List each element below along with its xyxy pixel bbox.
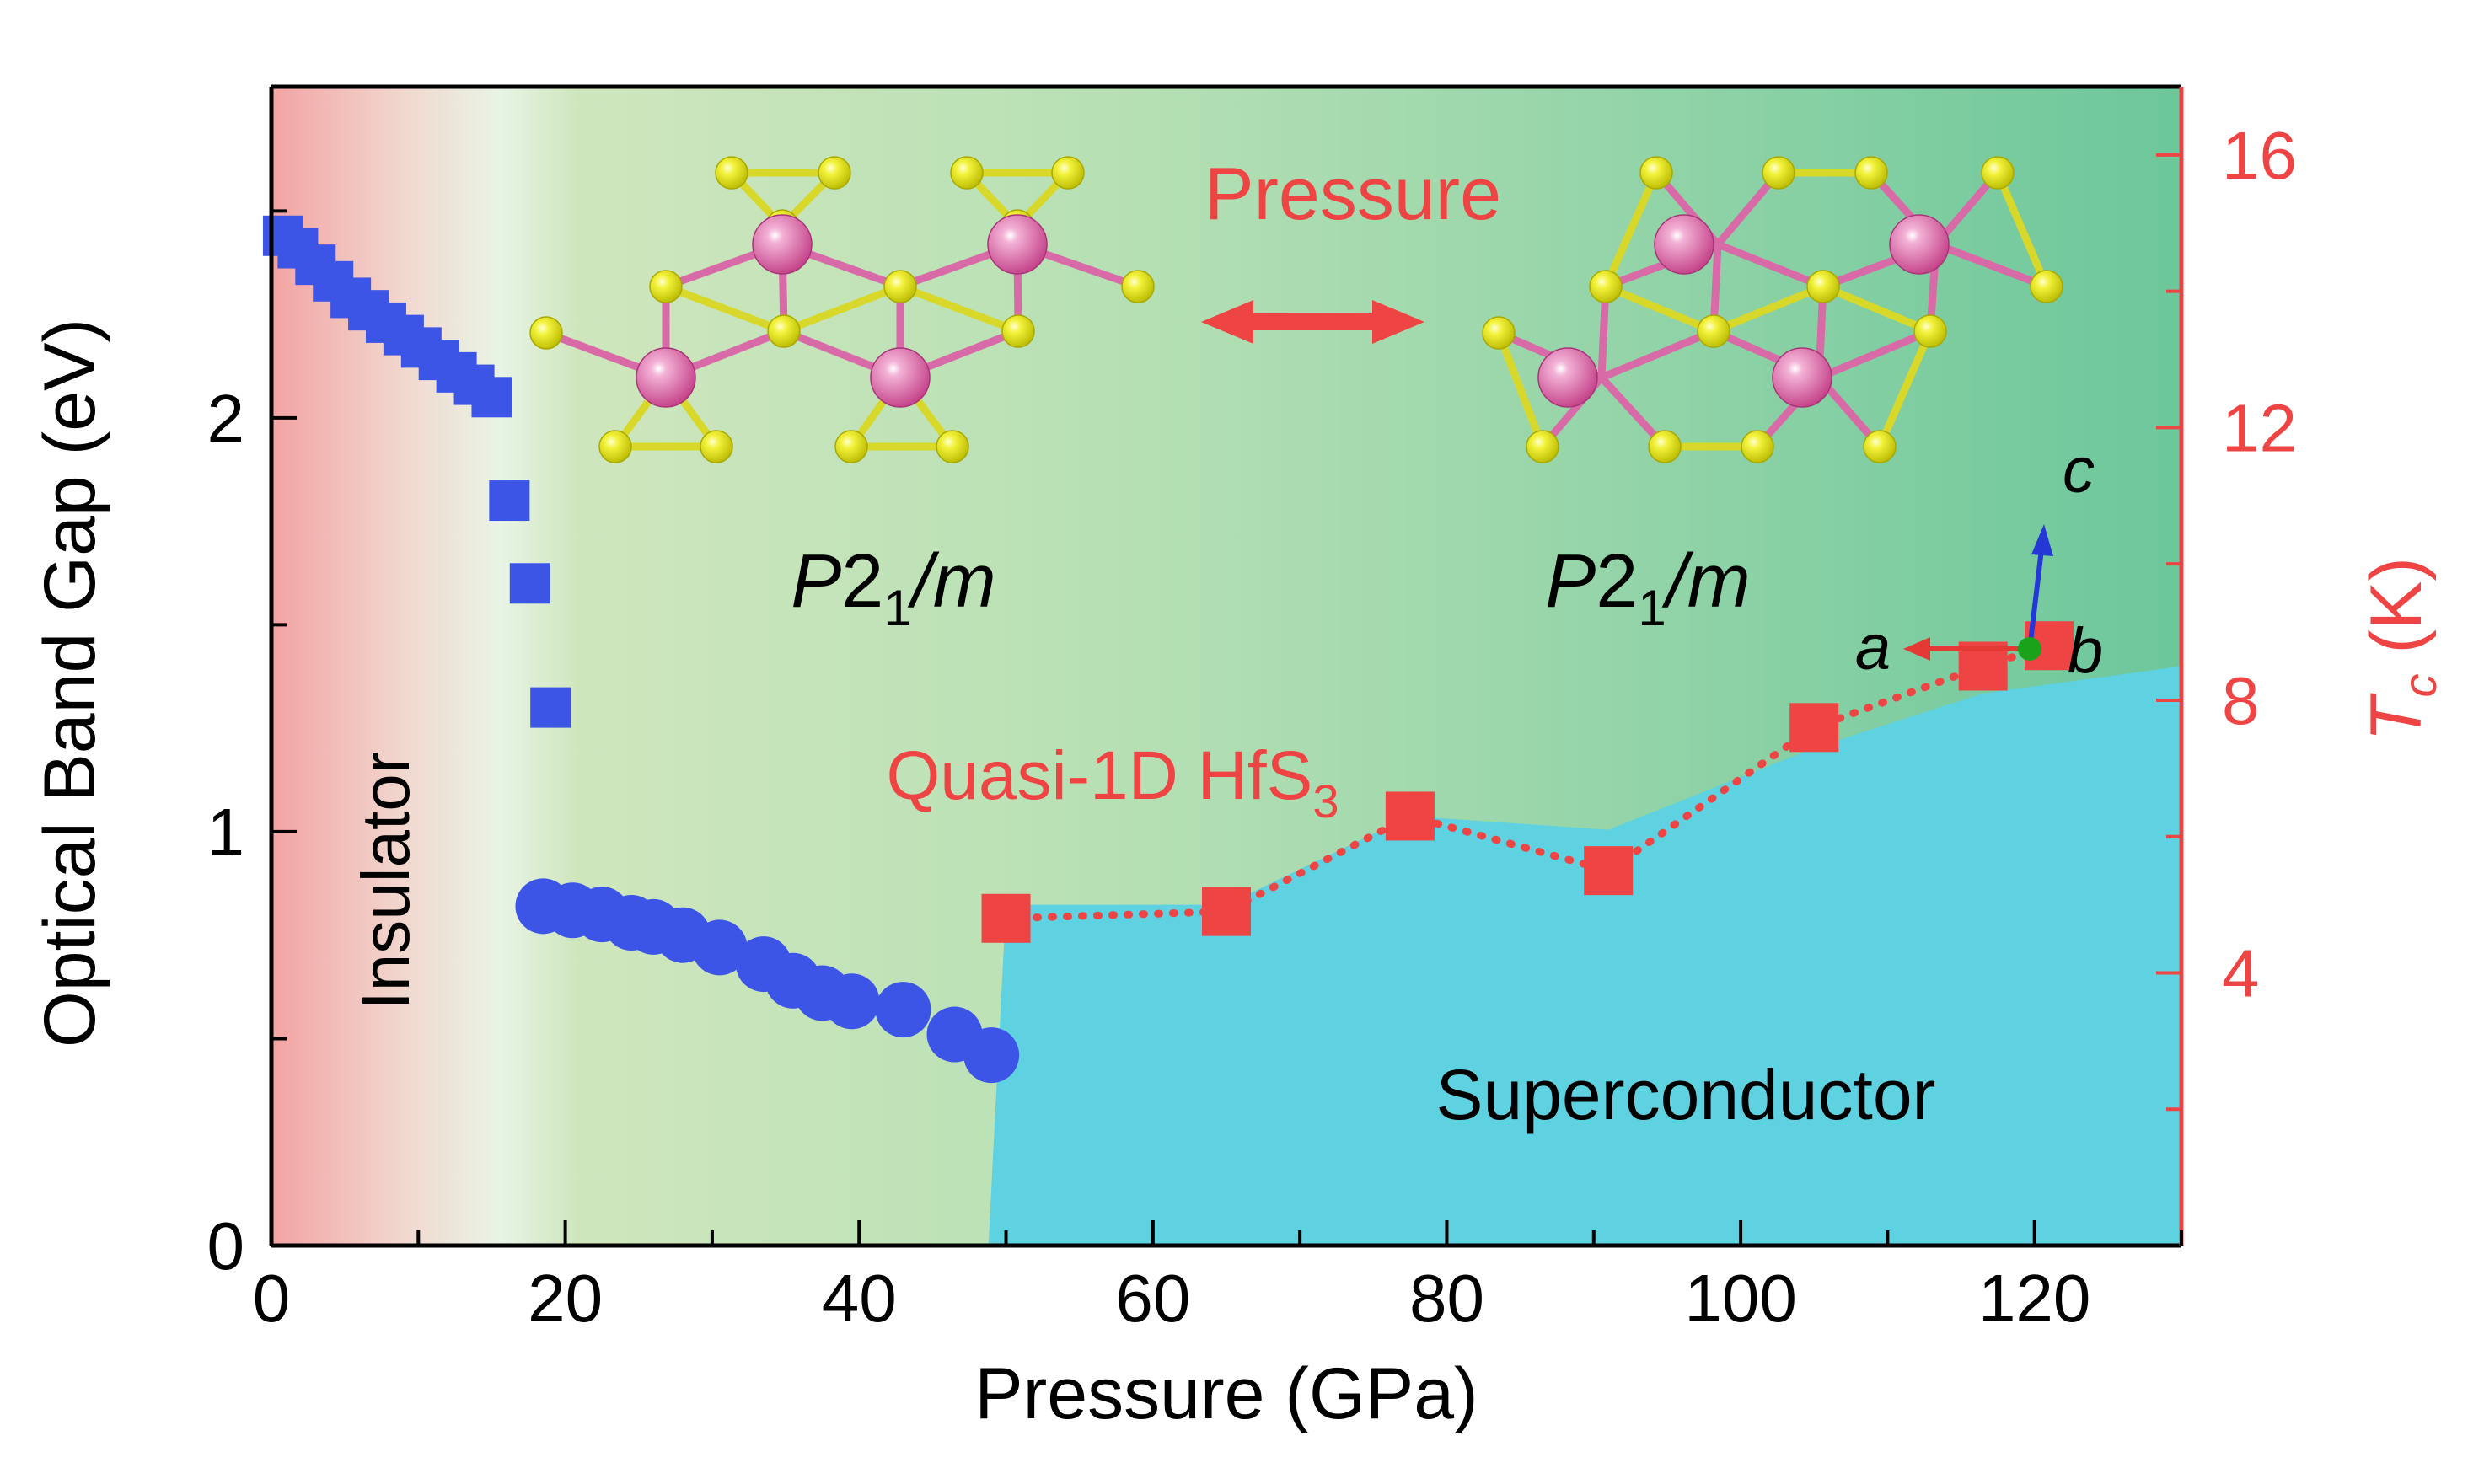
tc-square-point	[1202, 887, 1251, 936]
band-gap-circle-point	[963, 1027, 1020, 1084]
tc-square-point	[981, 893, 1031, 943]
y2-tick-label: 16	[2222, 118, 2297, 193]
band-gap-square-point	[530, 687, 571, 728]
pressure-annotation: Pressure	[1204, 152, 1501, 235]
band-gap-circle-point	[824, 973, 880, 1030]
band-gap-square-point	[471, 377, 512, 418]
y2-tick-label: 12	[2222, 390, 2297, 465]
material-label: Quasi-1D HfS3	[887, 737, 1339, 828]
x-tick-label: 0	[253, 1261, 291, 1336]
x-tick-label: 100	[1684, 1261, 1796, 1336]
y-tick-label: 0	[207, 1208, 245, 1283]
band-gap-square-point	[509, 563, 550, 604]
band-gap-circle-point	[691, 919, 748, 976]
x-tick-label: 60	[1115, 1261, 1190, 1336]
x-tick-label: 20	[528, 1261, 603, 1336]
lattice-axes-indicator: a b c	[1855, 435, 2103, 687]
y2-axis-label: Tc (K)	[2356, 557, 2446, 742]
space-group-left-label: P21/m	[791, 539, 995, 636]
y2-tick-label: 8	[2222, 663, 2260, 738]
tc-square-point	[1789, 703, 1839, 753]
y-axis-label: Optical Band Gap (eV)	[30, 319, 110, 1047]
space-group-right-label: P21/m	[1545, 539, 1750, 636]
y2-tick-label: 4	[2222, 935, 2260, 1010]
x-axis-label: Pressure (GPa)	[974, 1353, 1478, 1434]
superconductor-region	[988, 666, 2181, 1246]
crystal-structure-illustration	[529, 156, 2063, 463]
y-tick-label: 1	[207, 795, 245, 870]
tc-square-point	[1584, 846, 1634, 896]
axis-b-label: b	[2068, 615, 2103, 687]
x-tick-label: 40	[822, 1261, 897, 1336]
axis-c-label: c	[2063, 435, 2095, 506]
double-arrow-icon	[1201, 300, 1424, 344]
insulator-label: Insulator	[348, 752, 423, 1010]
axis-a-label: a	[1855, 612, 1891, 683]
tc-square-point	[1385, 791, 1435, 841]
x-tick-label: 80	[1409, 1261, 1484, 1336]
superconductor-label: Superconductor	[1435, 1055, 1935, 1134]
y-tick-label: 2	[207, 381, 245, 456]
band-gap-circle-point	[875, 982, 931, 1038]
band-gap-square-point	[489, 480, 530, 522]
x-tick-label: 120	[1978, 1261, 2090, 1336]
